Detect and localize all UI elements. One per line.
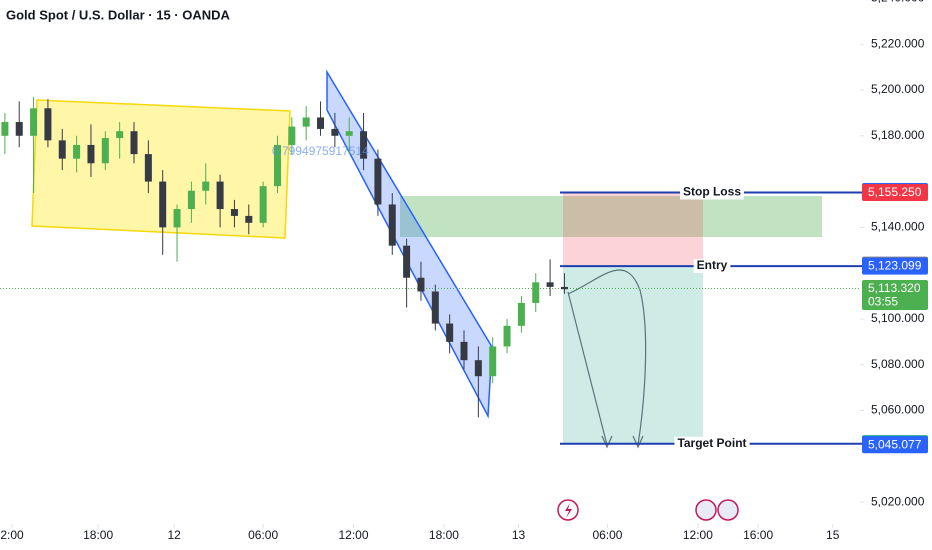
candle-body — [130, 131, 138, 155]
candle-body — [489, 346, 497, 377]
x-tick-label: 06:00 — [248, 528, 278, 542]
candle-body — [173, 209, 181, 228]
x-tick-label: 12:00 — [339, 528, 369, 542]
candle-body — [187, 190, 195, 210]
candle-body — [503, 325, 511, 347]
candle-body — [288, 126, 296, 145]
risk-zone — [563, 192, 703, 267]
annotation: 0.7994975917514 — [272, 144, 369, 158]
level-label-bg — [674, 436, 750, 451]
candle-body — [331, 128, 339, 136]
price-tag-label: 5,045.077 — [868, 437, 922, 451]
candle-body — [44, 108, 52, 141]
price-tag — [862, 279, 928, 310]
price-tag — [862, 436, 928, 454]
y-tick-label: 5,060.000 — [871, 403, 925, 417]
y-tick-label: 5,220.000 — [871, 36, 925, 50]
candle-body — [230, 209, 238, 216]
x-tick-label: 12:00 — [683, 528, 713, 542]
candle-body — [546, 282, 554, 287]
arrow — [567, 269, 647, 449]
candle-body — [417, 277, 425, 292]
levels: Stop Loss Entry Target Point — [0, 185, 862, 451]
candle-body — [259, 186, 267, 223]
level-label: Entry — [697, 258, 728, 272]
x-tick-label: 2:00 — [0, 528, 24, 542]
candle-body — [302, 117, 310, 127]
candle-body — [159, 181, 167, 228]
y-tick-label: 5,100.000 — [871, 311, 925, 325]
x-tick-label: 16:00 — [743, 528, 773, 542]
y-tick-label: 5,020.000 — [871, 494, 925, 508]
y-tick-label: 5,200.000 — [871, 82, 925, 96]
level-label-bg — [693, 259, 731, 274]
candle-body — [58, 140, 66, 159]
candle-body — [144, 154, 152, 182]
candle-body — [446, 323, 454, 342]
candle-body — [202, 181, 210, 191]
candle-body — [431, 291, 439, 324]
candle-body — [474, 360, 482, 377]
y-tick-label: 5,180.000 — [871, 128, 925, 142]
price-tag — [862, 257, 928, 275]
level-label: Stop Loss — [683, 185, 741, 199]
candle-body — [403, 245, 411, 278]
level-label: Target Point — [677, 436, 746, 450]
candle-body — [388, 204, 396, 246]
x-tick-label: 18:00 — [429, 528, 459, 542]
y-tick-label: 5,240.000 — [871, 0, 925, 5]
chart-title: Gold Spot / U.S. Dollar · 15 · OANDA — [6, 7, 231, 22]
candle-body — [460, 341, 468, 361]
x-tick-label: 06:00 — [592, 528, 622, 542]
candle-body — [374, 158, 382, 205]
candle-body — [245, 215, 253, 223]
reward-zone — [563, 266, 703, 444]
price-tag-label: 5,113.320 — [868, 281, 921, 295]
candle-body — [1, 122, 9, 136]
us-flag-icon[interactable] — [695, 499, 717, 521]
candle-body — [360, 131, 368, 159]
arrow — [567, 291, 613, 449]
price-tag — [862, 183, 928, 201]
y-tick-label: 5,080.000 — [871, 357, 925, 371]
candle-body — [273, 144, 281, 187]
price-tag-label: 5,155.250 — [868, 185, 922, 199]
event-icon — [565, 503, 572, 518]
x-tick-label: 15 — [826, 528, 840, 542]
candle-body — [116, 131, 124, 139]
candle-body — [560, 286, 568, 290]
demand-zone — [400, 196, 822, 237]
price-tag-label: 5,123.099 — [868, 259, 922, 273]
candle-body — [532, 282, 540, 303]
countdown: 03:55 — [868, 295, 898, 309]
x-tick-label: 13 — [512, 528, 526, 542]
candle-body — [317, 117, 325, 129]
candle-body — [30, 108, 38, 136]
candle-body — [216, 181, 224, 210]
candle-body — [87, 144, 95, 164]
candle-body — [101, 138, 109, 164]
candle-body — [73, 144, 81, 159]
level-label-bg — [679, 185, 745, 200]
x-tick-label: 12 — [168, 528, 182, 542]
candle-body — [15, 122, 23, 136]
candles — [1, 96, 568, 418]
y-tick-label: 5,140.000 — [871, 220, 925, 234]
us-flag-icon[interactable] — [717, 499, 739, 521]
x-tick-label: 18:00 — [83, 528, 113, 542]
candle-body — [345, 131, 353, 136]
candle-body — [517, 302, 525, 326]
